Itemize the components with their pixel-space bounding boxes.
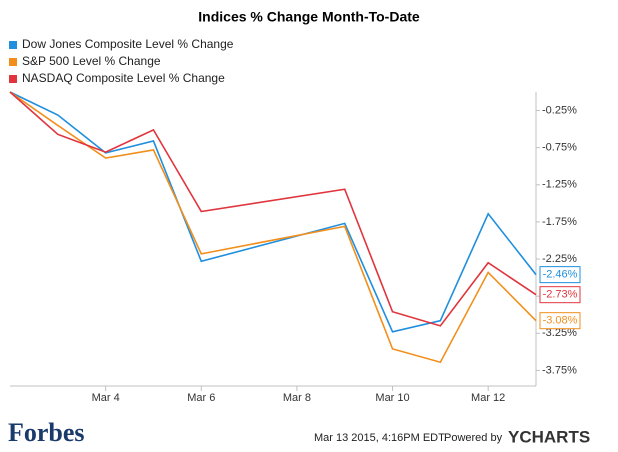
legend-label: NASDAQ Composite Level % Change bbox=[22, 71, 225, 85]
y-tick-label: -0.25% bbox=[542, 104, 577, 116]
legend-swatch bbox=[9, 75, 17, 83]
brand: YCHARTS bbox=[508, 427, 590, 446]
y-tick-label: -1.75% bbox=[542, 216, 577, 228]
y-tick-label: -1.25% bbox=[542, 179, 577, 191]
x-tick-label: Mar 10 bbox=[375, 392, 409, 404]
value-label: -2.46% bbox=[543, 269, 578, 281]
powered-by: Powered by bbox=[444, 432, 503, 444]
timestamp: Mar 13 2015, 4:16PM EDT. bbox=[314, 432, 447, 444]
x-tick-label: Mar 4 bbox=[92, 392, 120, 404]
legend-label: Dow Jones Composite Level % Change bbox=[22, 37, 234, 51]
y-tick-label: -3.25% bbox=[542, 327, 577, 339]
value-label-box bbox=[539, 286, 581, 304]
legend-swatch bbox=[9, 58, 17, 66]
series-line bbox=[9, 91, 537, 364]
y-tick-label: -2.25% bbox=[542, 253, 577, 265]
value-label: -2.73% bbox=[543, 289, 578, 301]
logo: Forbes bbox=[8, 418, 85, 447]
y-tick-label: -0.75% bbox=[542, 142, 577, 154]
legend-swatch bbox=[9, 41, 17, 49]
series-line bbox=[9, 91, 537, 327]
series-line bbox=[9, 91, 537, 333]
value-label: -3.08% bbox=[543, 315, 578, 327]
y-tick-label: -3.75% bbox=[542, 364, 577, 376]
value-label-box bbox=[539, 312, 581, 330]
chart-title: Indices % Change Month-To-Date bbox=[198, 9, 420, 25]
x-tick-label: Mar 8 bbox=[283, 392, 311, 404]
x-tick-label: Mar 6 bbox=[187, 392, 215, 404]
legend-label: S&P 500 Level % Change bbox=[22, 54, 161, 68]
value-label-box bbox=[539, 266, 581, 284]
x-tick-label: Mar 12 bbox=[471, 392, 505, 404]
